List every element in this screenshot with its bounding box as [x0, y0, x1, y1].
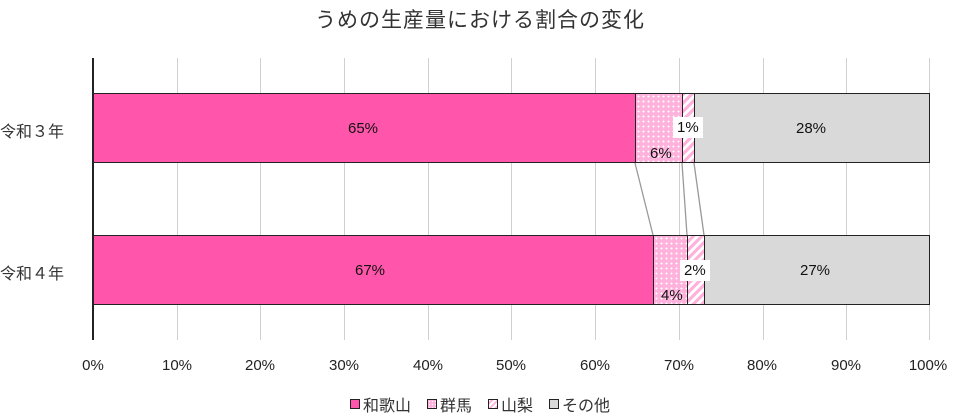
- legend-label: 群馬: [439, 396, 472, 415]
- legend-swatch-icon: [349, 399, 360, 409]
- gridline: [511, 58, 512, 340]
- x-tick: 40%: [412, 357, 444, 374]
- legend-swatch-icon: [549, 399, 560, 409]
- category-axis-line: [92, 58, 94, 340]
- legend-item-yamanashi[interactable]: 山梨: [488, 392, 533, 416]
- gridline: [595, 58, 596, 340]
- legend-label: 和歌山: [362, 396, 411, 415]
- gridline: [428, 58, 429, 340]
- gridline: [344, 58, 345, 340]
- data-label: 65%: [348, 120, 379, 137]
- x-tick: 20%: [244, 357, 276, 374]
- legend-item-wakayama[interactable]: 和歌山: [349, 392, 411, 416]
- x-tick: 100%: [908, 357, 948, 374]
- legend-swatch-icon: [426, 399, 437, 409]
- x-tick: 0%: [82, 357, 104, 374]
- segment-wakayama[interactable]: [93, 93, 636, 163]
- bar-row-r4: [93, 235, 930, 305]
- x-tick: 10%: [161, 357, 193, 374]
- legend: 和歌山 群馬 山梨 その他: [0, 392, 960, 416]
- segment-other[interactable]: [694, 93, 930, 163]
- data-label: 2%: [680, 260, 710, 281]
- legend-swatch-icon: [488, 399, 498, 409]
- segment-other[interactable]: [704, 235, 930, 305]
- gridline: [846, 58, 847, 340]
- legend-label: 山梨: [501, 396, 534, 415]
- legend-label: その他: [562, 396, 611, 415]
- gridline: [177, 58, 178, 340]
- gridline: [260, 58, 261, 340]
- x-tick: 60%: [579, 357, 611, 374]
- gridline: [929, 58, 930, 340]
- x-tick: 90%: [830, 357, 862, 374]
- data-label: 4%: [661, 287, 683, 304]
- plot-area: [93, 58, 930, 340]
- gridline: [679, 58, 680, 340]
- data-label: 27%: [800, 262, 831, 279]
- category-label-r3: 令和３年: [0, 122, 65, 141]
- legend-item-other[interactable]: その他: [549, 392, 610, 416]
- data-label: 28%: [796, 120, 827, 137]
- x-tick: 70%: [663, 357, 695, 374]
- data-label: 6%: [650, 145, 672, 162]
- legend-item-gunma[interactable]: 群馬: [426, 392, 472, 416]
- x-tick: 30%: [328, 357, 360, 374]
- x-tick: 50%: [495, 357, 527, 374]
- chart-title: うめの生産量における割合の変化: [315, 8, 645, 32]
- data-label: 67%: [355, 262, 386, 279]
- x-tick: 80%: [746, 357, 778, 374]
- category-label-r4: 令和４年: [0, 264, 65, 283]
- gridline: [763, 58, 764, 340]
- segment-wakayama[interactable]: [93, 235, 654, 305]
- data-label: 1%: [673, 117, 703, 138]
